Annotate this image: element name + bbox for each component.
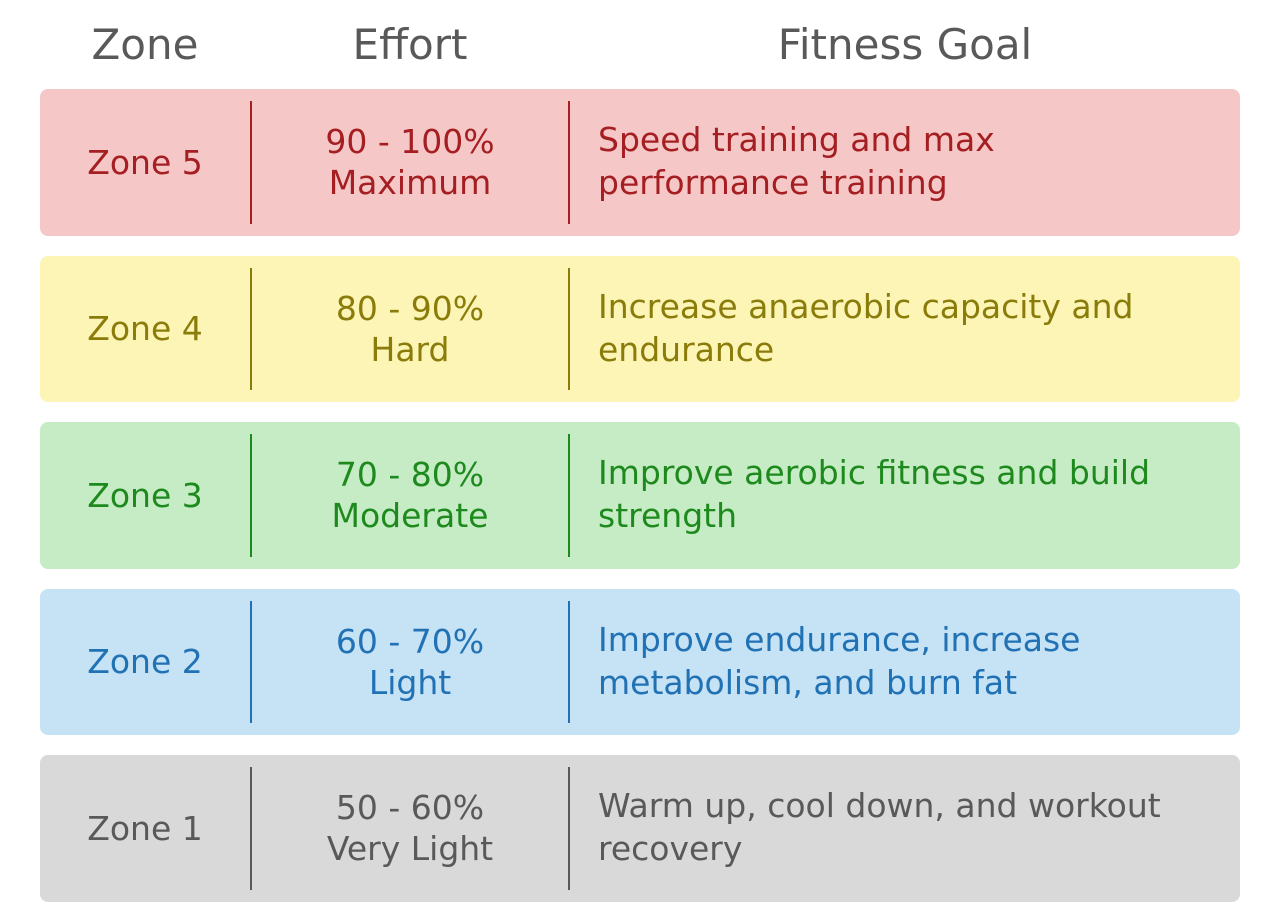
effort-percent: 80 - 90% <box>336 288 484 329</box>
effort-percent: 70 - 80% <box>336 454 484 495</box>
zone-label: Zone 3 <box>40 422 250 569</box>
zone-label: Zone 4 <box>40 256 250 403</box>
header-effort: Effort <box>250 20 570 69</box>
effort-cell: 70 - 80% Moderate <box>250 434 570 557</box>
effort-percent: 90 - 100% <box>325 121 494 162</box>
effort-cell: 50 - 60% Very Light <box>250 767 570 890</box>
effort-label: Maximum <box>329 162 492 203</box>
effort-label: Light <box>369 662 451 703</box>
header-zone: Zone <box>40 20 250 69</box>
table-row: Zone 5 90 - 100% Maximum Speed training … <box>40 89 1240 236</box>
table-row: Zone 4 80 - 90% Hard Increase anaerobic … <box>40 256 1240 403</box>
table-header-row: Zone Effort Fitness Goal <box>40 10 1240 89</box>
effort-label: Very Light <box>327 828 493 869</box>
goal-text: Warm up, cool down, and workout recovery <box>570 755 1240 902</box>
header-goal: Fitness Goal <box>570 20 1240 69</box>
goal-text: Improve aerobic fitness and build streng… <box>570 422 1240 569</box>
effort-label: Hard <box>371 329 450 370</box>
effort-percent: 60 - 70% <box>336 621 484 662</box>
table-row: Zone 1 50 - 60% Very Light Warm up, cool… <box>40 755 1240 902</box>
zone-label: Zone 2 <box>40 589 250 736</box>
goal-text: Speed training and max performance train… <box>570 89 1240 236</box>
effort-cell: 80 - 90% Hard <box>250 268 570 391</box>
table-row: Zone 2 60 - 70% Light Improve endurance,… <box>40 589 1240 736</box>
effort-percent: 50 - 60% <box>336 787 484 828</box>
heart-rate-zone-table: Zone Effort Fitness Goal Zone 5 90 - 100… <box>40 10 1240 902</box>
zone-label: Zone 5 <box>40 89 250 236</box>
goal-text: Improve endurance, increase metabolism, … <box>570 589 1240 736</box>
effort-cell: 60 - 70% Light <box>250 601 570 724</box>
effort-cell: 90 - 100% Maximum <box>250 101 570 224</box>
zone-label: Zone 1 <box>40 755 250 902</box>
effort-label: Moderate <box>332 495 489 536</box>
table-row: Zone 3 70 - 80% Moderate Improve aerobic… <box>40 422 1240 569</box>
goal-text: Increase anaerobic capacity and enduranc… <box>570 256 1240 403</box>
